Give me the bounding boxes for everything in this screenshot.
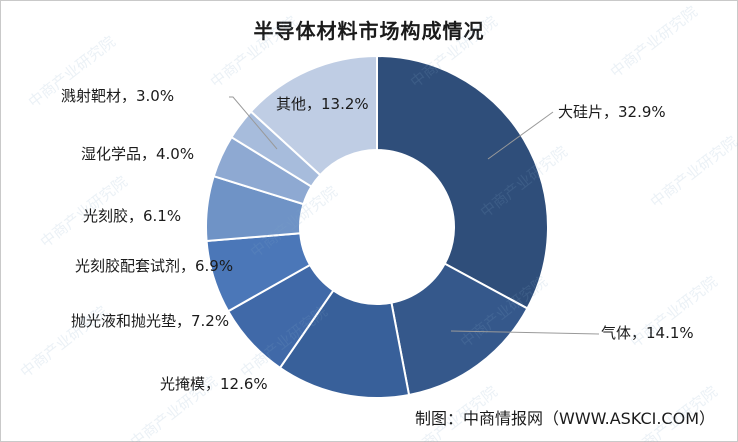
data-label-1: 大硅片，32.9% — [558, 103, 666, 121]
leader-line-1 — [487, 111, 554, 160]
data-label-9: 其他，13.2% — [276, 95, 369, 113]
data-label-7: 湿化学品，4.0% — [81, 145, 194, 163]
slice-9 — [249, 54, 378, 177]
leader-line-8 — [229, 96, 278, 150]
data-label-4: 抛光液和抛光垫，7.2% — [71, 312, 229, 330]
data-label-5: 光刻胶配套试剂，6.9% — [75, 257, 233, 275]
source-credit: 制图：中商情报网（WWW.ASKCI.COM） — [415, 409, 715, 428]
chart-title: 半导体材料市场构成情况 — [253, 19, 485, 43]
leader-line-2 — [450, 330, 600, 335]
data-label-6: 光刻胶，6.1% — [83, 207, 181, 225]
data-label-3: 光掩模，12.6% — [160, 375, 268, 393]
slice-1 — [376, 54, 549, 310]
data-label-8: 溅射靶材，3.0% — [61, 87, 174, 105]
data-label-2: 气体，14.1% — [601, 324, 694, 342]
